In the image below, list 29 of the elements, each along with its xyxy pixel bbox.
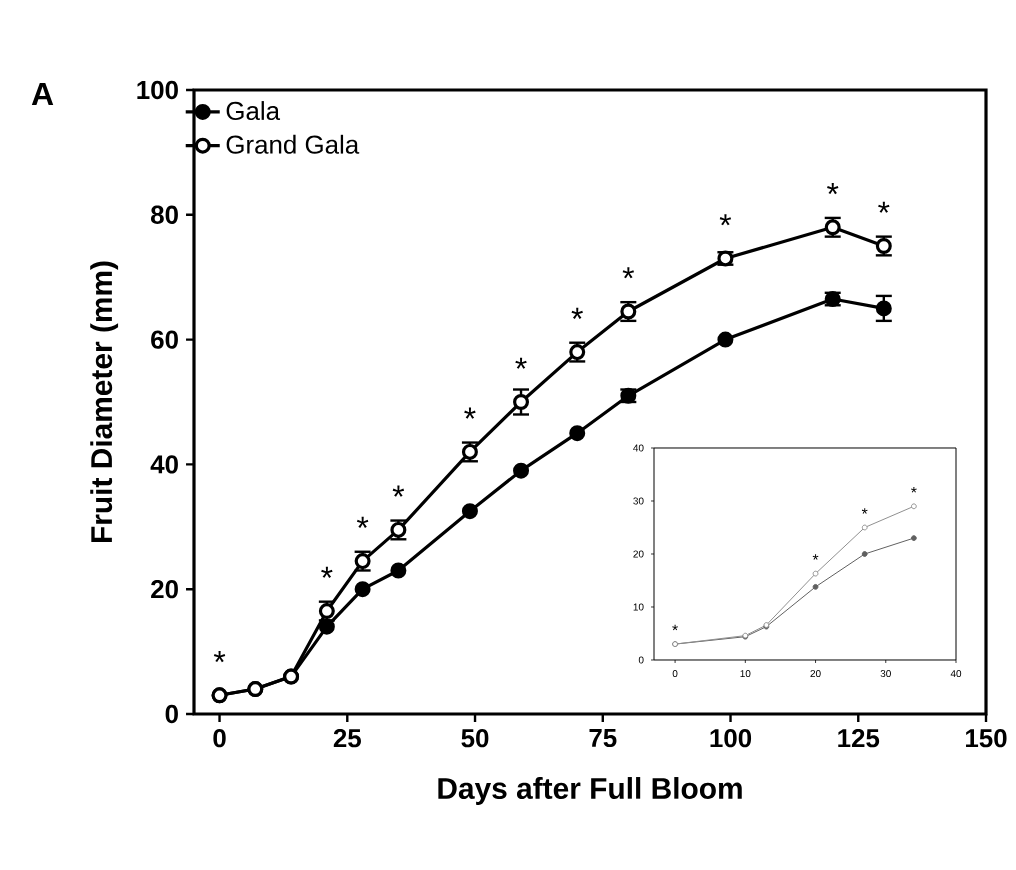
annotation: *	[464, 407, 476, 419]
annotation: *	[719, 214, 732, 226]
annotation: *	[213, 650, 226, 663]
x-tick-label: 50	[461, 729, 489, 748]
y-tick-label: 100	[137, 80, 178, 100]
x-tick-label: 25	[333, 729, 361, 748]
annotation: *	[622, 267, 635, 279]
y-tick-label: 40	[150, 455, 178, 474]
legend-label: Grand Gala	[226, 134, 360, 154]
annotation: *	[878, 201, 890, 213]
x-tick-label: 125	[838, 729, 880, 748]
x-tick-label: 150	[966, 729, 1007, 748]
x-tick-label: 75	[589, 729, 617, 748]
annotation: *	[571, 307, 583, 319]
annotation: *	[321, 566, 333, 578]
annotation: *	[356, 516, 369, 528]
annotation: *	[392, 485, 405, 497]
y-tick-label: 80	[150, 205, 178, 224]
chart-title: A	[31, 83, 54, 105]
y-tick-label: 20	[151, 580, 178, 599]
x-tick-label: 0	[213, 729, 226, 748]
y-tick-label: 0	[165, 704, 178, 724]
legend-label: Gala	[226, 101, 281, 121]
annotation: *	[827, 182, 839, 195]
y-axis-title: Fruit Diameter (mm)	[90, 261, 119, 542]
x-axis-title: Days after Full Bloom	[438, 777, 742, 805]
x-tick-label: 100	[710, 729, 752, 748]
annotation: *	[515, 357, 527, 369]
y-tick-label: 60	[151, 330, 178, 349]
